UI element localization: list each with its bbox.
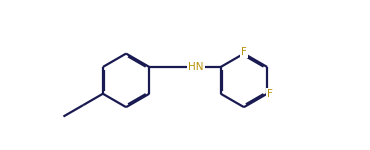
Text: HN: HN (188, 62, 204, 72)
Text: F: F (267, 89, 273, 99)
Text: F: F (241, 47, 247, 57)
